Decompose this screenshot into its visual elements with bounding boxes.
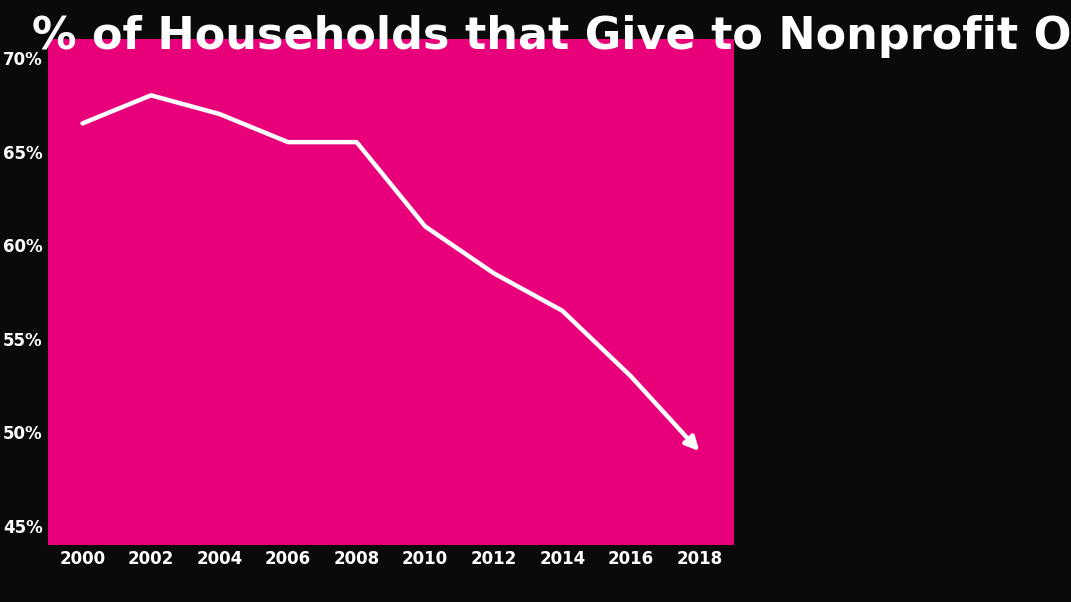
Text: % of Households that Give to Nonprofit Orgs: % of Households that Give to Nonprofit O… (32, 15, 1071, 58)
